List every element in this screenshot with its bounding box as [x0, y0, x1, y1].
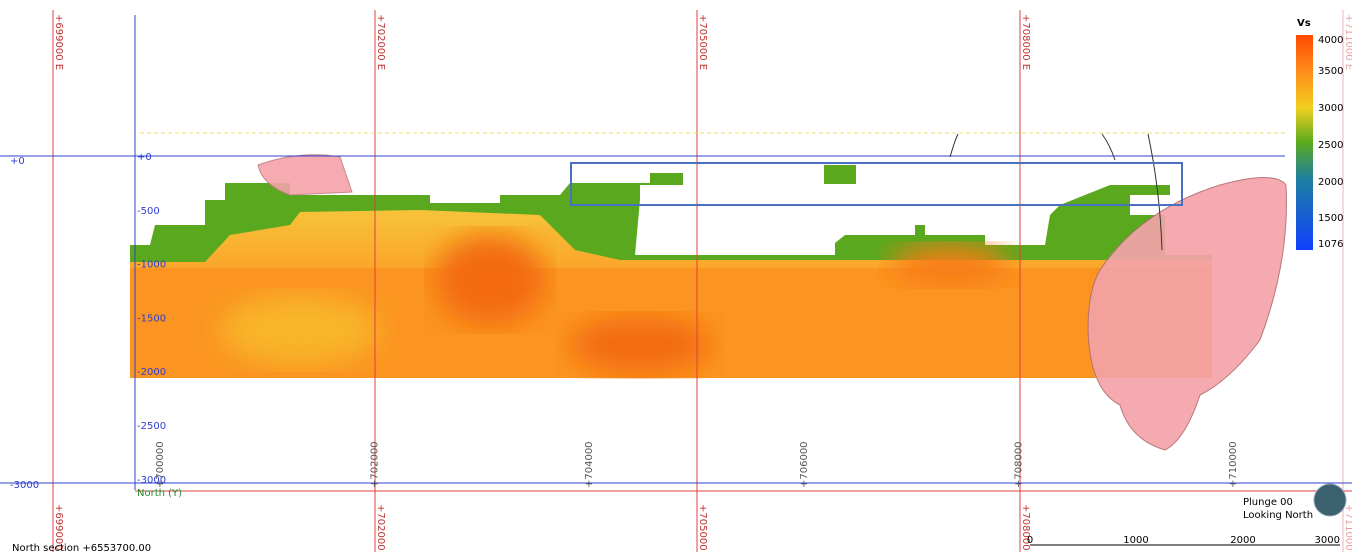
- easting-label: +702000: [370, 441, 381, 488]
- view-label: Looking North: [1243, 510, 1313, 521]
- color-bar: [1296, 35, 1313, 250]
- legend-label: 1076: [1318, 239, 1343, 250]
- grid: [0, 15, 1352, 490]
- legend-label: 2000: [1318, 177, 1343, 188]
- grid: [52, 10, 1352, 552]
- legend-label: 3000: [1318, 103, 1343, 114]
- scale-label: 1000: [1123, 535, 1148, 546]
- elevation-label: +0: [137, 152, 152, 163]
- elevation-label: -3000: [137, 475, 166, 486]
- grid-label: +699000 E: [53, 504, 64, 552]
- easting-label: +710000: [1228, 441, 1239, 488]
- grid-label: +711000 E: [1343, 14, 1352, 70]
- grid-label: +705000 E: [697, 504, 708, 552]
- easting-label: +708000: [1013, 441, 1024, 488]
- legend-label: 1500: [1318, 213, 1343, 224]
- legend-label: 3500: [1318, 66, 1343, 77]
- scale-label: 3000: [1315, 535, 1340, 546]
- section-name: North section +6553700.00: [12, 543, 151, 552]
- trace: [949, 133, 1163, 251]
- axis-label: North (Y): [137, 488, 182, 499]
- grid-label: +699000 E: [53, 14, 64, 70]
- elevation-label: -500: [137, 206, 160, 217]
- grid-label: +705000 E: [697, 14, 708, 70]
- easting-label: +700000: [155, 441, 166, 488]
- section-label: -3000: [10, 480, 39, 491]
- grid-label: +711000 E: [1343, 504, 1352, 552]
- solid: [257, 154, 353, 196]
- view-label: Plunge 00: [1243, 497, 1293, 508]
- easting-label: +704000: [584, 441, 595, 488]
- elevation-label: -2000: [137, 367, 166, 378]
- selection-box[interactable]: [570, 162, 1183, 206]
- scale-label: 2000: [1230, 535, 1255, 546]
- easting-label: +706000: [799, 441, 810, 488]
- legend-title: Vs: [1297, 18, 1311, 29]
- grid-label: +708000 E: [1020, 14, 1031, 70]
- scale-label: 0: [1027, 535, 1033, 546]
- compass[interactable]: [1313, 483, 1347, 517]
- legend-label: 4000: [1318, 35, 1343, 46]
- elevation-label: -1500: [137, 313, 166, 324]
- section-label: +0: [10, 156, 25, 167]
- legend-label: 2500: [1318, 140, 1343, 151]
- grid-label: +702000 E: [375, 14, 386, 70]
- grid-label: +708000 E: [1020, 504, 1031, 552]
- solid: [1087, 177, 1287, 451]
- elevation-label: -2500: [137, 421, 166, 432]
- velocity-model: [130, 165, 1212, 378]
- grid-label: +702000 E: [375, 504, 386, 552]
- elevation-label: -1000: [137, 260, 166, 271]
